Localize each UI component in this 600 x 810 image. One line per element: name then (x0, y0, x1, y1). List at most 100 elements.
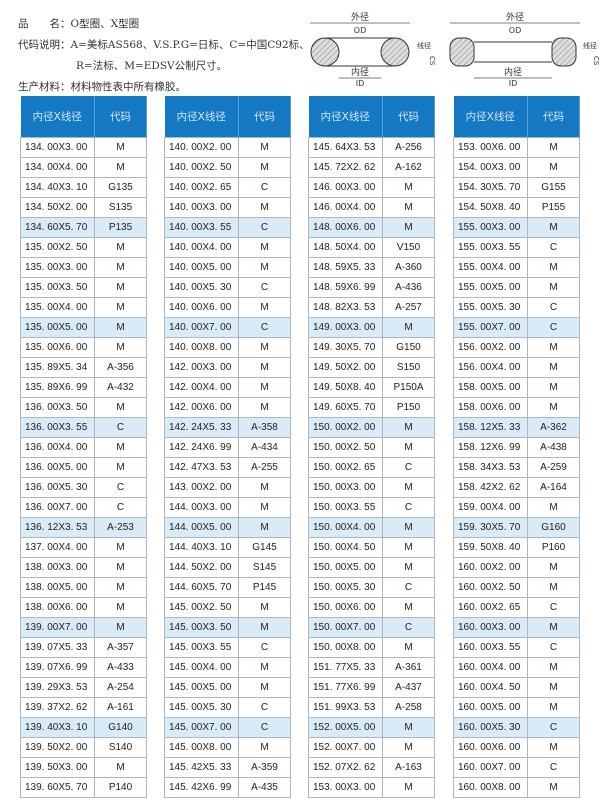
table-row: 135. 00X6. 00 M (20, 337, 147, 358)
size-cell: 159. 00X4. 00 (453, 497, 528, 518)
size-cell: 139. 00X7. 00 (20, 617, 95, 638)
size-cell: 155. 00X5. 00 (453, 277, 528, 298)
code-cell: C (382, 617, 435, 638)
table-row: 136. 00X4. 00 M (20, 437, 147, 458)
table-row: 160. 00X5. 00 M (453, 697, 580, 718)
table-row: 140. 00X8. 00 M (164, 337, 291, 358)
table-row: 155. 00X5. 30 C (453, 297, 580, 318)
size-cell: 144. 60X5. 70 (164, 577, 239, 598)
table-row: 145. 00X5. 00 M (164, 677, 291, 698)
code-cell: C (238, 177, 291, 198)
code-cell: A-162 (382, 157, 435, 178)
table-row: 149. 50X2. 00 S150 (308, 357, 435, 378)
code-cell: M (238, 297, 291, 318)
code-cell: M (527, 397, 580, 418)
code-cell: M (238, 737, 291, 758)
table-row: 148. 59X5. 33 A-360 (308, 257, 435, 278)
table-row: 160. 00X4. 00 M (453, 657, 580, 678)
table-row: 148. 00X6. 00 M (308, 217, 435, 238)
size-cell: 152. 07X2. 62 (308, 757, 383, 778)
size-header: 内径X线径 (164, 96, 239, 138)
size-cell: 160. 00X3. 55 (453, 637, 528, 658)
size-cell: 145. 42X5. 33 (164, 757, 239, 778)
value: R=法标、M=EDSV公制尺寸。 (76, 60, 228, 72)
code-cell: A-163 (382, 757, 435, 778)
table-row: 150. 00X3. 55 C (308, 497, 435, 518)
table-row: 144. 00X3. 00 M (164, 497, 291, 518)
code-cell: M (527, 617, 580, 638)
code-cell: A-436 (382, 277, 435, 298)
size-cell: 160. 00X4. 00 (453, 657, 528, 678)
code-cell: M (94, 557, 147, 578)
size-cell: 142. 00X3. 00 (164, 357, 239, 378)
size-cell: 154. 00X3. 00 (453, 157, 528, 178)
table-row: 144. 40X3. 10 G145 (164, 537, 291, 558)
code-cell: M (527, 777, 580, 798)
code-cell: M (94, 397, 147, 418)
code-cell: A-357 (94, 637, 147, 658)
value: A=美标AS568、V.S.P.G=日标、C=中国C92标、 (70, 39, 310, 51)
code-header: 代码 (94, 96, 147, 138)
size-cell: 139. 50X2. 00 (20, 737, 95, 758)
code-cell: M (94, 617, 147, 638)
code-cell: C (382, 457, 435, 478)
code-cell: M (94, 157, 147, 178)
size-cell: 160. 00X2. 00 (453, 557, 528, 578)
code-cell: C (527, 637, 580, 658)
table-row: 138. 00X3. 00 M (20, 557, 147, 578)
table-row: 160. 00X3. 00 M (453, 617, 580, 638)
table-header: 内径X线径 代码 (164, 96, 291, 138)
code-cell: M (238, 497, 291, 518)
size-cell: 160. 00X2. 50 (453, 577, 528, 598)
code-cell: M (94, 257, 147, 278)
size-cell: 158. 00X6. 00 (453, 397, 528, 418)
size-cell: 136. 00X5. 30 (20, 477, 95, 498)
table-row: 138. 00X6. 00 M (20, 597, 147, 618)
size-cell: 152. 00X7. 00 (308, 737, 383, 758)
code-cell: M (382, 777, 435, 798)
code-cell: A-161 (94, 697, 147, 718)
size-cell: 139. 07X5. 33 (20, 637, 95, 658)
table-row: 150. 00X6. 00 M (308, 597, 435, 618)
code-cell: M (94, 277, 147, 298)
code-cell: M (382, 197, 435, 218)
table-row: 152. 07X2. 62 A-163 (308, 757, 435, 778)
size-cell: 150. 00X5. 30 (308, 577, 383, 598)
size-cell: 150. 00X5. 00 (308, 557, 383, 578)
code-cell: A-361 (382, 657, 435, 678)
code-cell: A-437 (382, 677, 435, 698)
code-cell: M (94, 137, 147, 158)
size-cell: 142. 00X6. 00 (164, 397, 239, 418)
cs-label-cn: 线径 (583, 41, 597, 50)
code-cell: M (238, 197, 291, 218)
size-cell: 140. 00X2. 65 (164, 177, 239, 198)
code-cell: C (238, 717, 291, 738)
table-row: 149. 50X8. 40 P150A (308, 377, 435, 398)
table-row: 142. 00X4. 00 M (164, 377, 291, 398)
code-cell: M (527, 737, 580, 758)
size-cell: 134. 60X5. 70 (20, 217, 95, 238)
size-cell: 136. 12X3. 53 (20, 517, 95, 538)
table-row: 145. 42X6. 99 A-435 (164, 777, 291, 798)
size-cell: 145. 00X4. 00 (164, 657, 239, 678)
size-cell: 160. 00X7. 00 (453, 757, 528, 778)
table-row: 160. 00X2. 65 C (453, 597, 580, 618)
code-cell: P150A (382, 377, 435, 398)
code-cell: M (238, 657, 291, 678)
code-cell: P145 (238, 577, 291, 598)
table-row: 140. 00X5. 00 M (164, 257, 291, 278)
code-cell: M (382, 637, 435, 658)
table-header: 内径X线径 代码 (308, 96, 435, 138)
code-cell: A-432 (94, 377, 147, 398)
code-cell: M (238, 237, 291, 258)
size-header: 内径X线径 (453, 96, 528, 138)
code-cell: M (527, 257, 580, 278)
size-table: 内径X线径 代码 153. 00X6. 00 M 154. 00X3. 00 M 154. … (453, 96, 580, 798)
code-cell: M (527, 377, 580, 398)
code-cell: C (527, 297, 580, 318)
table-row: 158. 12X6. 99 A-438 (453, 437, 580, 458)
table-row: 160. 00X3. 55 C (453, 637, 580, 658)
table-row: 135. 00X2. 50 M (20, 237, 147, 258)
code-cell: C (94, 497, 147, 518)
